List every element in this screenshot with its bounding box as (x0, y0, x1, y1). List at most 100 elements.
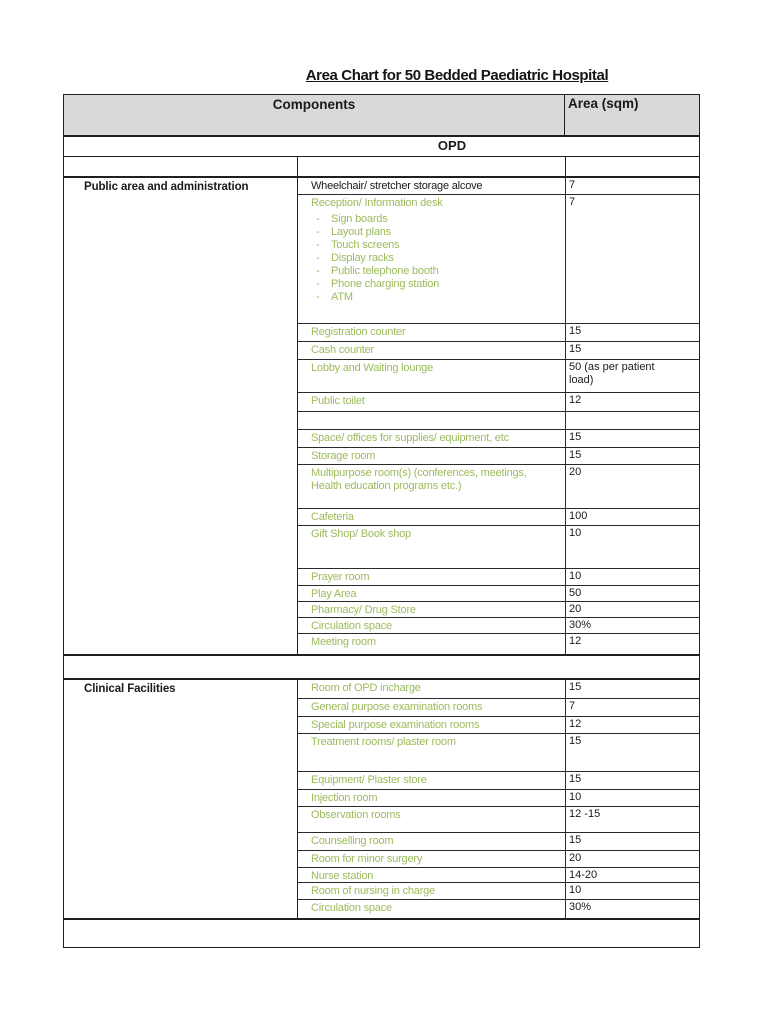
row-label: Cafeteria (311, 511, 354, 523)
bullet-list: - Sign boards - Layout plans - Touch screens -… (311, 210, 557, 304)
area-value-cell: 12 (569, 635, 582, 647)
section-name-cell: Clinical Facilities (64, 680, 298, 918)
spacer-cell (298, 157, 566, 176)
area-value-cell: 7 (569, 179, 576, 191)
area-value-cell: 30% (569, 619, 592, 631)
table-row: Treatment rooms/ plaster room 15 (298, 734, 699, 772)
table-row: Counselling room 15 (298, 833, 699, 851)
table-row: Room for minor surgery 20 (298, 851, 699, 868)
area-value-cell: 10 (569, 527, 582, 539)
opd-band-label: OPD (437, 138, 467, 153)
bullet-text: ATM (331, 291, 353, 303)
component-cell (298, 412, 566, 429)
section-clinical-facilities: Clinical Facilities Room of OPD incharge 1… (63, 678, 700, 920)
spacer-row (63, 157, 700, 176)
table-row: Wheelchair/ stretcher storage alcove 7 (298, 178, 699, 195)
section-gap (63, 656, 700, 678)
section-public-area-and-administration: Public area and administration Wheelchair… (63, 176, 700, 656)
area-value-cell: 15 (569, 325, 582, 337)
component-cell: Room for minor surgery (298, 851, 566, 867)
table-row: Observation rooms 12 -15 (298, 807, 699, 833)
area-value-cell: 50 (569, 587, 582, 599)
row-label: Circulation space (311, 620, 392, 632)
section-name: Public area and administration (84, 181, 249, 193)
table-row: Room of nursing in charge 10 (298, 883, 699, 900)
table-row: Circulation space 30% (298, 618, 699, 634)
component-cell: Public toilet (298, 393, 566, 411)
component-cell: Reception/ Information desk - Sign boards -… (298, 195, 566, 323)
table-header-row: Components Area (sqm) (63, 94, 700, 137)
table-row: Reception/ Information desk - Sign boards -… (298, 195, 699, 324)
component-cell: General purpose examination rooms (298, 699, 566, 716)
row-label: Meeting room (311, 636, 376, 648)
component-cell: Multipurpose room(s) (conferences, meeti… (298, 465, 566, 508)
bullet-text: Touch screens (331, 239, 400, 251)
row-label: Treatment rooms/ plaster room (311, 736, 456, 748)
row-label: Gift Shop/ Book shop (311, 528, 411, 540)
table-row: Multipurpose room(s) (conferences, meeti… (298, 465, 699, 509)
row-label: Registration counter (311, 326, 406, 338)
bullet-item: - ATM (311, 291, 557, 304)
bullet-dash: - (316, 278, 320, 290)
row-label: Special purpose examination rooms (311, 719, 480, 731)
component-cell: Counselling room (298, 833, 566, 850)
table-row: Nurse station 14-20 (298, 868, 699, 883)
table-row: Special purpose examination rooms 12 (298, 717, 699, 734)
row-label: Play Area (311, 588, 357, 600)
components-column-header: Components (64, 95, 565, 135)
row-label: Room of OPD incharge (311, 682, 421, 694)
bullet-text: Sign boards (331, 213, 388, 225)
row-label: Pharmacy/ Drug Store (311, 604, 416, 616)
bullet-text: Phone charging station (331, 278, 440, 290)
area-value-cell: 10 (569, 791, 582, 803)
table-row: Meeting room 12 (298, 634, 699, 654)
row-label: Injection room (311, 792, 378, 804)
table-row: Public toilet 12 (298, 393, 699, 412)
row-label: Room for minor surgery (311, 853, 423, 865)
component-cell: Prayer room (298, 569, 566, 585)
row-label: Storage room (311, 450, 376, 462)
row-label: Nurse station (311, 870, 374, 882)
area-value-cell: 7 (569, 700, 576, 712)
area-value-cell: 7 (569, 196, 576, 208)
area-value-cell: 12 (569, 394, 582, 406)
opd-section-band: OPD (63, 137, 700, 157)
bullet-dash: - (316, 239, 320, 251)
bullet-dash: - (316, 252, 320, 264)
area-value-cell: 14-20 (569, 869, 598, 881)
component-cell: Play Area (298, 586, 566, 601)
table-row: Play Area 50 (298, 586, 699, 602)
table-row (298, 412, 699, 430)
area-value-cell: 10 (569, 884, 582, 896)
row-label: Multipurpose room(s) (conferences, meeti… (311, 467, 527, 492)
table-row: Room of OPD incharge 15 (298, 680, 699, 699)
row-label: Observation rooms (311, 809, 401, 821)
component-cell: Circulation space (298, 618, 566, 633)
component-cell: Lobby and Waiting lounge (298, 360, 566, 392)
bullet-text: Layout plans (331, 226, 391, 238)
area-value-cell: 15 (569, 735, 582, 747)
area-value-cell: 15 (569, 449, 582, 461)
area-value-cell: 15 (569, 834, 582, 846)
table-row: Injection room 10 (298, 790, 699, 807)
component-cell: Wheelchair/ stretcher storage alcove (298, 178, 566, 194)
component-cell: Storage room (298, 448, 566, 464)
table-row: Cafeteria 100 (298, 509, 699, 526)
table-row: Pharmacy/ Drug Store 20 (298, 602, 699, 618)
component-cell: Registration counter (298, 324, 566, 341)
table-row: Cash counter 15 (298, 342, 699, 360)
bullet-item: - Public telephone booth (311, 265, 557, 278)
row-label: General purpose examination rooms (311, 701, 483, 713)
component-cell: Treatment rooms/ plaster room (298, 734, 566, 771)
bullet-dash: - (316, 291, 320, 303)
area-value-cell (566, 412, 699, 429)
row-label: Circulation space (311, 902, 392, 914)
table-row: Registration counter 15 (298, 324, 699, 342)
bullet-item: - Touch screens (311, 239, 557, 252)
bottom-empty-row (63, 920, 700, 948)
table-row: Lobby and Waiting lounge 50 (as per patie… (298, 360, 699, 393)
area-column-header: Area (sqm) (568, 96, 639, 111)
bullet-text: Public telephone booth (331, 265, 439, 277)
area-value-cell: 20 (569, 466, 582, 478)
bullet-item: - Phone charging station (311, 278, 557, 291)
